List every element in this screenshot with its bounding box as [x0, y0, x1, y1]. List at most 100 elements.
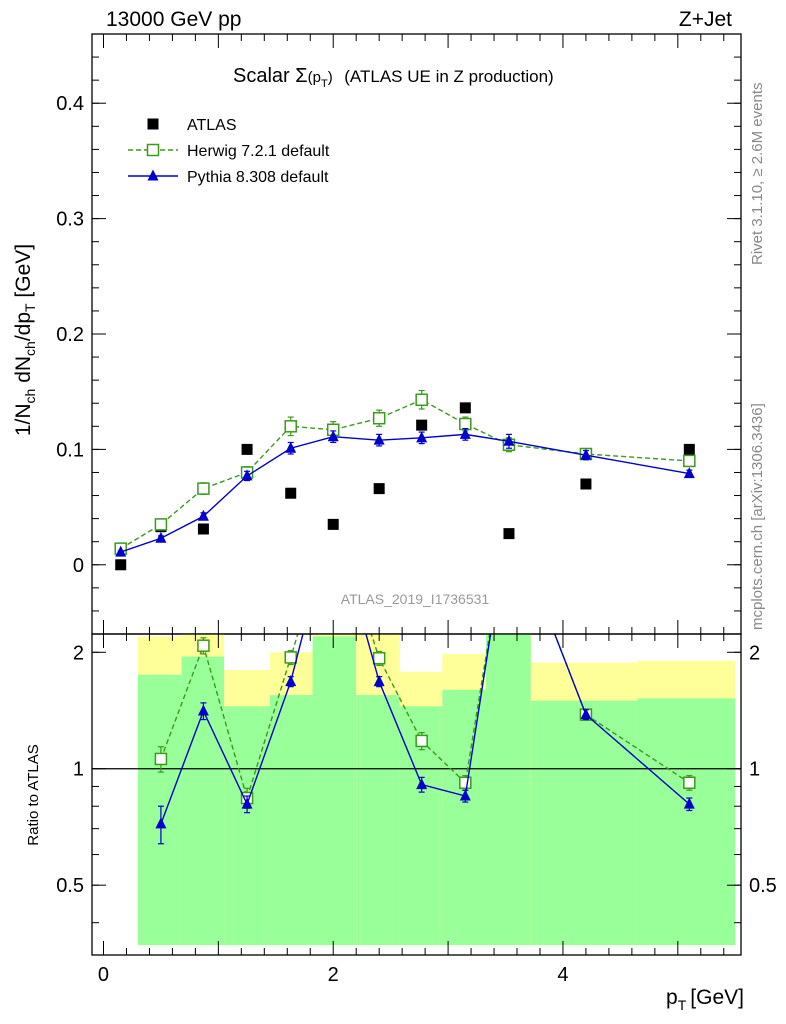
- legend-item: Herwig 7.2.1 default: [128, 143, 330, 160]
- atlas-point: [115, 559, 127, 571]
- pythia-8-308-default-point: [373, 433, 385, 445]
- ratio-tick-label-right: 1: [749, 759, 760, 781]
- x-tick-label: 2: [328, 964, 339, 986]
- y-tick-label: 0.2: [56, 324, 84, 346]
- legend-label: Herwig 7.2.1 default: [187, 143, 330, 160]
- pythia-8-308-default-point: [241, 469, 253, 481]
- title-close: ): [328, 69, 333, 86]
- legend-item: Pythia 8.308 default: [128, 169, 329, 186]
- herwig-7-2-1-default-ratio-point: [683, 776, 696, 789]
- pythia-8-308-default-point: [416, 431, 428, 443]
- pythia-8-308-default-point: [197, 509, 209, 521]
- herwig-7-2-1-default-point: [459, 417, 472, 431]
- ratio-y-axis-label: Ratio to ATLAS: [25, 744, 42, 845]
- ratio-band-green: [137, 674, 182, 946]
- legend-marker: [147, 169, 159, 181]
- ratio-frame: 0.5 0.5 1 1 2 2: [56, 633, 777, 956]
- ratio-band-green: [637, 698, 736, 946]
- herwig-7-2-1-default-line: [120, 398, 690, 550]
- legend-item: ATLAS: [147, 117, 237, 134]
- pythia-8-308-default-ratio-point: [155, 817, 167, 829]
- title-main: Scalar Σ: [233, 65, 308, 87]
- ratio-tick-label-left: 0.5: [56, 875, 84, 897]
- ratio-plot-data: [92, 634, 741, 946]
- legend-label: Pythia 8.308 default: [187, 169, 329, 186]
- pythia-8-308-default-ratio-point: [373, 675, 385, 687]
- ratio-tick-label-right: 2: [749, 642, 760, 664]
- pythia-8-308-default-point: [115, 545, 127, 557]
- atlas-point: [327, 518, 339, 530]
- pythia-8-308-default-point: [580, 448, 592, 460]
- svg-text:Scalar Σ(pT) (ATLAS UE: Scalar Σ(pT) (ATLAS UE in Z production): [233, 65, 554, 90]
- legend: ATLAS Herwig 7.2.1 default Pythia 8.308 de…: [128, 117, 330, 186]
- main-panel: 0 0.1 0.2 0.3 0.4 ATLAS_2019_I1736531 Scalar…: [56, 33, 742, 635]
- atlas-point: [373, 483, 385, 495]
- pythia-8-308-default-ratio-point: [580, 708, 592, 720]
- herwig-7-2-1-default-point: [372, 411, 386, 425]
- x-tick-label: 4: [557, 964, 568, 986]
- pythia-8-308-default-point: [285, 441, 297, 453]
- atlas-point: [683, 443, 695, 455]
- legend-marker: [147, 118, 159, 130]
- herwig-7-2-1-default-point: [154, 518, 168, 531]
- herwig-7-2-1-default-ratio-point: [197, 639, 210, 652]
- pythia-8-308-default-ratio-point: [459, 789, 471, 801]
- y-tick-label: 0.4: [56, 93, 84, 115]
- herwig-7-2-1-default-ratio-point: [459, 776, 472, 789]
- ratio-tick-label-left: 1: [73, 759, 84, 781]
- herwig-7-2-1-default-ratio-point: [415, 734, 428, 748]
- atlas-point: [459, 402, 471, 414]
- herwig-7-2-1-default-point: [683, 454, 696, 468]
- ratio-tick-label-right: 0.5: [749, 875, 777, 897]
- y-tick-label: 0.3: [56, 209, 84, 231]
- y-axis-label: 1/Nch dNch/dpT [GeV]: [12, 244, 38, 436]
- pythia-8-308-default-ratio-point: [683, 797, 695, 809]
- plot-title: Scalar Σ(pT) (ATLAS UE in Z production): [233, 65, 554, 90]
- x-tick-label: 0: [98, 964, 109, 986]
- herwig-7-2-1-default-point: [284, 420, 297, 433]
- pythia-8-308-default-point: [155, 531, 167, 543]
- pythia-8-308-default-point: [503, 434, 515, 446]
- ratio-band-green: [181, 656, 225, 946]
- x-ticks: 0 2 4: [98, 34, 725, 986]
- y-tick-label: 0: [73, 555, 84, 577]
- atlas-point: [503, 528, 515, 540]
- ratio-panel: 0.5 0.5 1 1 2 2: [56, 633, 777, 956]
- title-sub: (p: [308, 69, 321, 86]
- ratio-band-green: [270, 695, 313, 946]
- pythia-8-308-default-point: [327, 430, 339, 442]
- pythia-8-308-default-line: [120, 433, 690, 553]
- rivet-label: Rivet 3.1.10, ≥ 2.6M events: [749, 83, 766, 266]
- ratio-band-green: [530, 700, 638, 946]
- legend-marker: [146, 143, 160, 157]
- herwig-7-2-1-default-point: [197, 482, 210, 495]
- header-right-label: Z+Jet: [679, 8, 732, 31]
- atlas-point: [241, 443, 253, 455]
- title-subscript: T: [321, 78, 328, 90]
- herwig-7-2-1-default-point: [415, 393, 428, 407]
- legend-label: ATLAS: [187, 117, 237, 134]
- ratio-band-green: [485, 634, 531, 946]
- pythia-8-308-default-ratio-point: [197, 704, 209, 716]
- ratio-band-green: [312, 636, 357, 946]
- main-y-ticks: 0 0.1 0.2 0.3 0.4: [56, 33, 741, 635]
- ratio-band-green: [224, 706, 271, 946]
- atlas-point: [580, 478, 592, 490]
- atlas-point: [416, 419, 428, 431]
- pythia-8-308-default-point: [683, 467, 695, 479]
- pythia-8-308-default-point: [459, 427, 471, 439]
- analysis-id: ATLAS_2019_I1736531: [341, 591, 490, 607]
- herwig-7-2-1-default-ratio-point: [284, 651, 297, 664]
- header-left-label: 13000 GeV pp: [106, 8, 241, 31]
- herwig-7-2-1-default-ratio-point: [372, 652, 386, 665]
- title-rest: (ATLAS UE in Z production): [344, 67, 553, 86]
- pythia-8-308-default-ratio-point: [285, 675, 297, 687]
- ratio-tick-label-left: 2: [73, 642, 84, 664]
- herwig-7-2-1-default-ratio-point: [154, 752, 168, 766]
- y-tick-label: 0.1: [56, 439, 84, 461]
- ratio-band-green: [356, 695, 400, 946]
- mcplots-label: mcplots.cern.ch [arXiv:1306.3436]: [749, 403, 766, 630]
- pythia-8-308-default-ratio-point: [241, 797, 253, 809]
- main-plot-data: [114, 389, 696, 571]
